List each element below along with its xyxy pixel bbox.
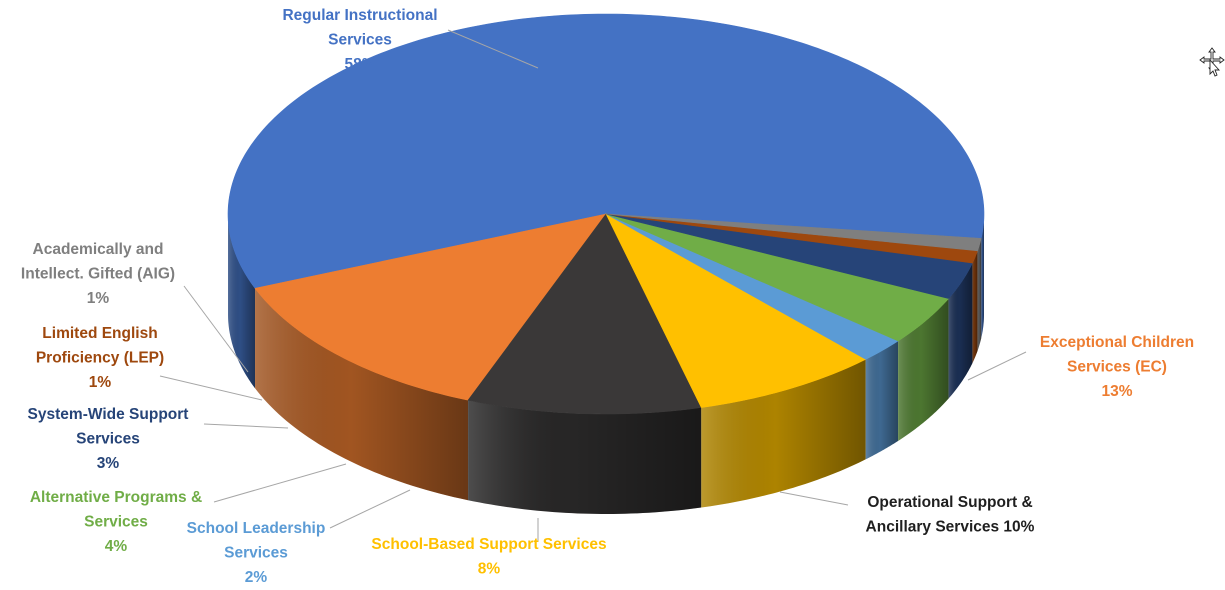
data-label-6-line-2: 3%: [97, 455, 120, 472]
data-label-0-line-2: 58%: [344, 56, 375, 73]
pie-slice-2: [467, 213, 702, 415]
data-label-0-line-0: Regular Instructional: [282, 7, 437, 24]
pie-slice-0: [227, 13, 985, 289]
data-label-3-line-1: 8%: [478, 561, 501, 578]
leader-line-1: [967, 351, 1027, 381]
pie-slice-3: [605, 213, 867, 408]
data-label-7: Limited English Proficiency (LEP) 1%: [36, 325, 164, 391]
leader-line-5: [213, 463, 347, 503]
leader-line-4: [329, 489, 411, 529]
pie-side-shade-0: [981, 214, 984, 339]
data-labels: Regular Instructional Services 58% Exceptio…: [21, 7, 1194, 586]
data-label-1-line-2: 13%: [1101, 383, 1132, 400]
pie-slice-5: [605, 213, 950, 342]
data-label-4-line-0: School Leadership: [187, 520, 326, 537]
pie-side-shade-0: [228, 214, 256, 389]
pie-side-shade-7: [972, 250, 978, 364]
data-label-5-line-0: Alternative Programs &: [30, 489, 202, 506]
data-label-2-line-1: Ancillary Services 10%: [866, 519, 1035, 536]
data-label-1-line-1: Services (EC): [1067, 359, 1167, 376]
data-label-5-line-1: Services: [84, 514, 148, 531]
leader-line-0: [447, 29, 539, 69]
data-label-8-line-2: 1%: [87, 290, 110, 307]
pie-slice-7: [605, 213, 978, 264]
pie-side-shade-8: [977, 238, 982, 351]
data-label-7-line-0: Limited English: [42, 325, 157, 342]
leader-line-8: [183, 285, 249, 373]
pie-side-shade-3: [701, 359, 866, 508]
pie-top-faces: [227, 13, 985, 415]
pie-side-shade-5: [898, 298, 949, 441]
data-label-4: School Leadership Services 2%: [187, 520, 326, 586]
data-label-3-line-0: School-Based Support Services: [371, 536, 606, 553]
pie-slice-4: [605, 213, 899, 360]
leader-line-7: [159, 375, 263, 401]
data-label-6-line-1: Services: [76, 431, 140, 448]
leader-lines: [159, 29, 1027, 542]
data-label-4-line-1: Services: [224, 545, 288, 562]
pie-slice-8: [605, 213, 982, 252]
data-label-1: Exceptional Children Services (EC) 13%: [1040, 334, 1194, 400]
data-label-1-line-0: Exceptional Children: [1040, 334, 1194, 351]
data-label-8-line-0: Academically and: [33, 241, 164, 258]
data-label-2: Operational Support & Ancillary Services …: [866, 494, 1035, 536]
pie-side-shade-4: [865, 340, 899, 460]
pie-side-shade-1: [255, 288, 469, 501]
leader-line-6: [203, 423, 289, 429]
pie-slice-6: [605, 213, 973, 299]
pie-side-walls: [228, 214, 984, 514]
data-label-5-line-2: 4%: [105, 538, 128, 555]
data-label-3: School-Based Support Services 8%: [371, 536, 606, 578]
data-label-5: Alternative Programs & Services 4%: [30, 489, 202, 555]
move-cursor-icon: [1199, 47, 1225, 77]
data-label-2-line-0: Operational Support &: [867, 494, 1032, 511]
data-label-0-line-1: Services: [328, 32, 392, 49]
pie-side-shade-6: [948, 263, 973, 399]
data-label-0: Regular Instructional Services 58%: [282, 7, 437, 73]
pie-side-shade-2: [468, 400, 702, 514]
data-label-7-line-2: 1%: [89, 374, 112, 391]
data-label-8-line-1: Intellect. Gifted (AIG): [21, 266, 175, 283]
data-label-4-line-2: 2%: [245, 569, 268, 586]
data-label-6: System-Wide Support Services 3%: [28, 406, 189, 472]
leader-line-2: [779, 491, 849, 506]
data-label-6-line-0: System-Wide Support: [28, 406, 189, 423]
pie-slice-1: [254, 213, 607, 401]
data-label-8: Academically and Intellect. Gifted (AIG) 1…: [21, 241, 175, 307]
data-label-7-line-1: Proficiency (LEP): [36, 350, 164, 367]
